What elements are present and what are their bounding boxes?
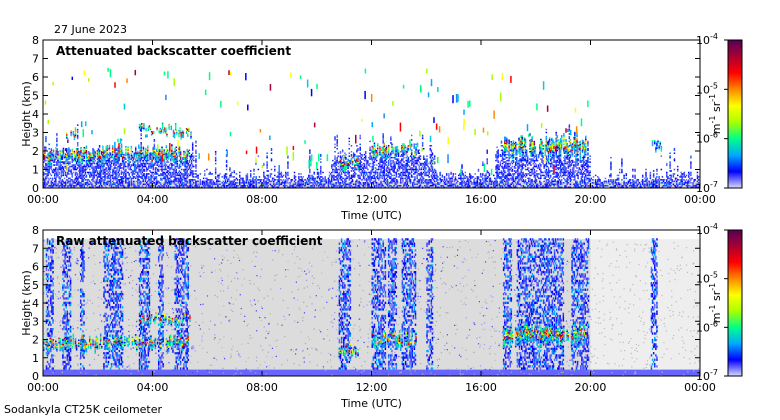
x-tick-label: 16:00 — [465, 193, 497, 206]
cloud-feature-3 — [338, 342, 359, 359]
y-tick-label: 4 — [32, 297, 39, 310]
colorbar-1: 10-4 10-5 10-6 10-7 m-1 sr-1 — [696, 32, 743, 195]
x-tick-label: 00:00 — [27, 381, 59, 394]
colorbars: 10-4 10-5 10-6 10-7 m-1 sr-1 10-4 10-5 10-6 10-7… — [696, 32, 743, 383]
y-tick-label: 4 — [32, 108, 39, 121]
noise-field-late — [590, 239, 700, 376]
x-tick-label: 08:00 — [246, 193, 278, 206]
y-tick-label: 1 — [32, 352, 39, 365]
y-tick-label: 6 — [32, 261, 39, 274]
y-tick-label: 5 — [32, 90, 39, 103]
cloud-feature-3 — [138, 122, 192, 140]
y-tick-label: 8 — [32, 34, 39, 47]
x-tick-label: 00:00 — [27, 193, 59, 206]
x-tick-label: 00:00 — [684, 193, 716, 206]
y-axis-label: Height (km) — [20, 81, 33, 147]
x-tick-label: 00:00 — [684, 381, 716, 394]
y-tick-label: 8 — [32, 224, 39, 237]
instrument-caption: Sodankyla CT25K ceilometer — [4, 403, 163, 416]
x-tick-label: 20:00 — [575, 381, 607, 394]
panel-2: Raw attenuated backscatter coefficient 0 1… — [20, 224, 716, 410]
colorbar-tick-label: 10-6 — [696, 131, 718, 146]
x-tick-label: 12:00 — [356, 381, 388, 394]
cloud-feature-2 — [139, 312, 191, 327]
y-tick-label: 7 — [32, 242, 39, 255]
panel-1: Attenuated backscatter coefficient 0 1 2 3 4 5… — [20, 34, 716, 222]
x-tick-label: 08:00 — [246, 381, 278, 394]
cloud-feature-1 — [43, 333, 190, 355]
y-tick-label: 5 — [32, 279, 39, 292]
colorbar-tick-label: 10-4 — [696, 32, 718, 47]
cloud-feature-1 — [44, 144, 190, 167]
y-tick-label: 6 — [32, 71, 39, 84]
panels: Attenuated backscatter coefficient 0 1 2 3 4 5… — [20, 34, 716, 410]
x-tick-label: 20:00 — [575, 193, 607, 206]
colorbar-tick-label: 10-5 — [696, 271, 718, 286]
cloud-feature-2 — [65, 127, 77, 143]
colorbar-tick-label: 10-7 — [696, 368, 718, 383]
cloud-feature-4 — [339, 154, 359, 171]
y-tick-label: 0 — [32, 370, 39, 383]
colorbar-tick-label: 10-5 — [696, 81, 718, 96]
y-tick-label: 0 — [32, 182, 39, 195]
cloud-feature-5 — [371, 142, 417, 161]
cloud-feature-4 — [371, 329, 417, 352]
colorbar-tick-label: 10-7 — [696, 180, 718, 195]
panel-title: Raw attenuated backscatter coefficient — [56, 234, 323, 248]
y-tick-label: 1 — [32, 164, 39, 177]
colorbar-scale — [727, 39, 743, 189]
colorbar-scale — [727, 229, 743, 377]
colorbar-tick-label: 10-6 — [696, 319, 718, 334]
colorbar-unit-label: m-1 sr-1 — [708, 94, 723, 134]
x-axis-label: Time (UTC) — [340, 209, 402, 222]
x-tick-label: 04:00 — [137, 381, 169, 394]
y-tick-label: 7 — [32, 53, 39, 66]
cloud-feature-7 — [651, 139, 663, 153]
panel-title: Attenuated backscatter coefficient — [56, 44, 291, 58]
x-tick-label: 16:00 — [465, 381, 497, 394]
colorbar-unit-label: m-1 sr-1 — [708, 283, 723, 323]
y-tick-label: 3 — [32, 315, 39, 328]
y-tick-label: 2 — [32, 145, 39, 158]
y-tick-label: 3 — [32, 127, 39, 140]
heatmap-layer — [43, 238, 700, 376]
colorbar-2: 10-4 10-5 10-6 10-7 m-1 sr-1 — [696, 222, 743, 383]
y-tick-label: 2 — [32, 334, 39, 347]
x-axis-label: Time (UTC) — [340, 397, 402, 410]
x-tick-label: 04:00 — [137, 193, 169, 206]
y-axis-label: Height (km) — [20, 270, 33, 336]
colorbar-tick-label: 10-4 — [696, 222, 718, 237]
cloud-feature-5 — [502, 321, 587, 350]
x-tick-label: 12:00 — [356, 193, 388, 206]
date-label: 27 June 2023 — [54, 23, 127, 36]
